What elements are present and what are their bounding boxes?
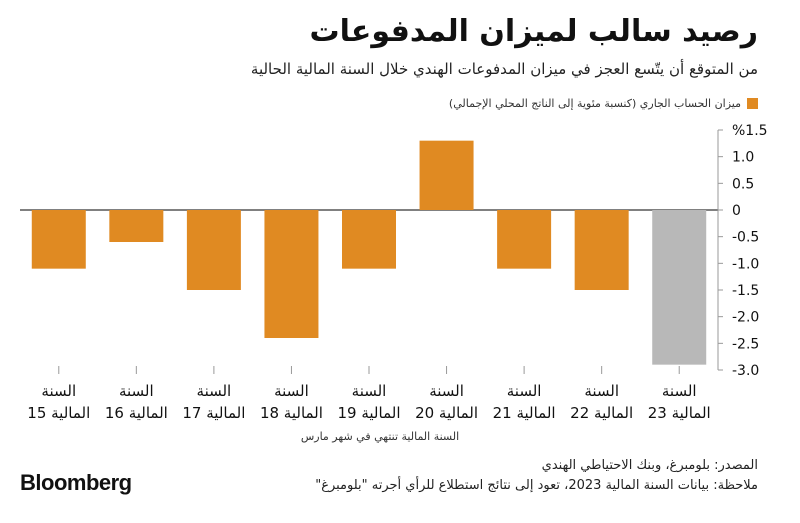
y-tick-label: -1.0 [732, 256, 759, 272]
legend: ميزان الحساب الجاري (كنسبة مئوية إلى الن… [449, 97, 758, 110]
x-tick-label: المالية 18 [260, 404, 323, 422]
x-tick-label: المالية 17 [182, 404, 245, 422]
legend-label: ميزان الحساب الجاري (كنسبة مئوية إلى الن… [448, 97, 741, 110]
chart-subtitle: من المتوقع أن يتّسع العجز في ميزان المدف… [250, 60, 758, 78]
bar [342, 210, 396, 269]
bar [31, 210, 86, 269]
bar [497, 210, 552, 269]
x-tick-label: السنة [41, 382, 76, 400]
x-tick-label: السنة [352, 382, 387, 400]
bar [419, 140, 474, 210]
y-tick-label: -2.0 [732, 310, 759, 326]
y-tick-label: -0.5 [732, 230, 759, 246]
y-tick-label: 0.5 [732, 176, 754, 192]
x-tick-label: المالية 21 [493, 404, 556, 422]
bar [186, 210, 241, 290]
bar [109, 210, 164, 242]
x-tick-label: المالية 22 [570, 404, 633, 422]
x-tick-label: السنة [507, 382, 542, 400]
y-tick-label: -3.0 [732, 363, 759, 379]
y-tick-label: -2.5 [732, 336, 759, 352]
bloomberg-logo: Bloomberg [20, 470, 132, 495]
y-tick-label: %1.5 [732, 123, 768, 139]
bar [652, 210, 707, 365]
bar [574, 210, 629, 290]
x-tick-label: السنة [119, 382, 154, 400]
source-note: المصدر: بلومبرغ، وبنك الاحتياطي الهندي [541, 458, 758, 473]
x-tick-label: السنة [662, 382, 697, 400]
x-tick-label: المالية 16 [105, 404, 168, 422]
y-tick-label: 1.0 [732, 150, 754, 166]
x-tick-label: المالية 23 [648, 404, 711, 422]
x-tick-label: السنة [584, 382, 619, 400]
footnote: ملاحظة: بيانات السنة المالية 2023، تعود … [315, 478, 758, 493]
x-tick-label: المالية 20 [415, 404, 478, 422]
x-tick-label: السنة [429, 382, 464, 400]
x-tick-label: السنة [274, 382, 309, 400]
y-tick-label: -1.5 [732, 283, 759, 299]
chart-title: رصيد سالب لميزان المدفوعات [309, 14, 758, 49]
x-axis-note: السنة المالية تنتهي في شهر مارس [300, 430, 460, 443]
x-tick-label: المالية 15 [27, 404, 90, 422]
x-tick-label: المالية 19 [338, 404, 401, 422]
x-tick-label: السنة [197, 382, 232, 400]
bar-chart: %1.5 1.0 0.5 0 -0.5 -1.0 -1.5 -2.0 -2.5 -3.0 السنة… [20, 123, 768, 422]
bar [264, 210, 319, 338]
legend-swatch [747, 98, 758, 109]
y-tick-label: 0 [732, 203, 741, 219]
